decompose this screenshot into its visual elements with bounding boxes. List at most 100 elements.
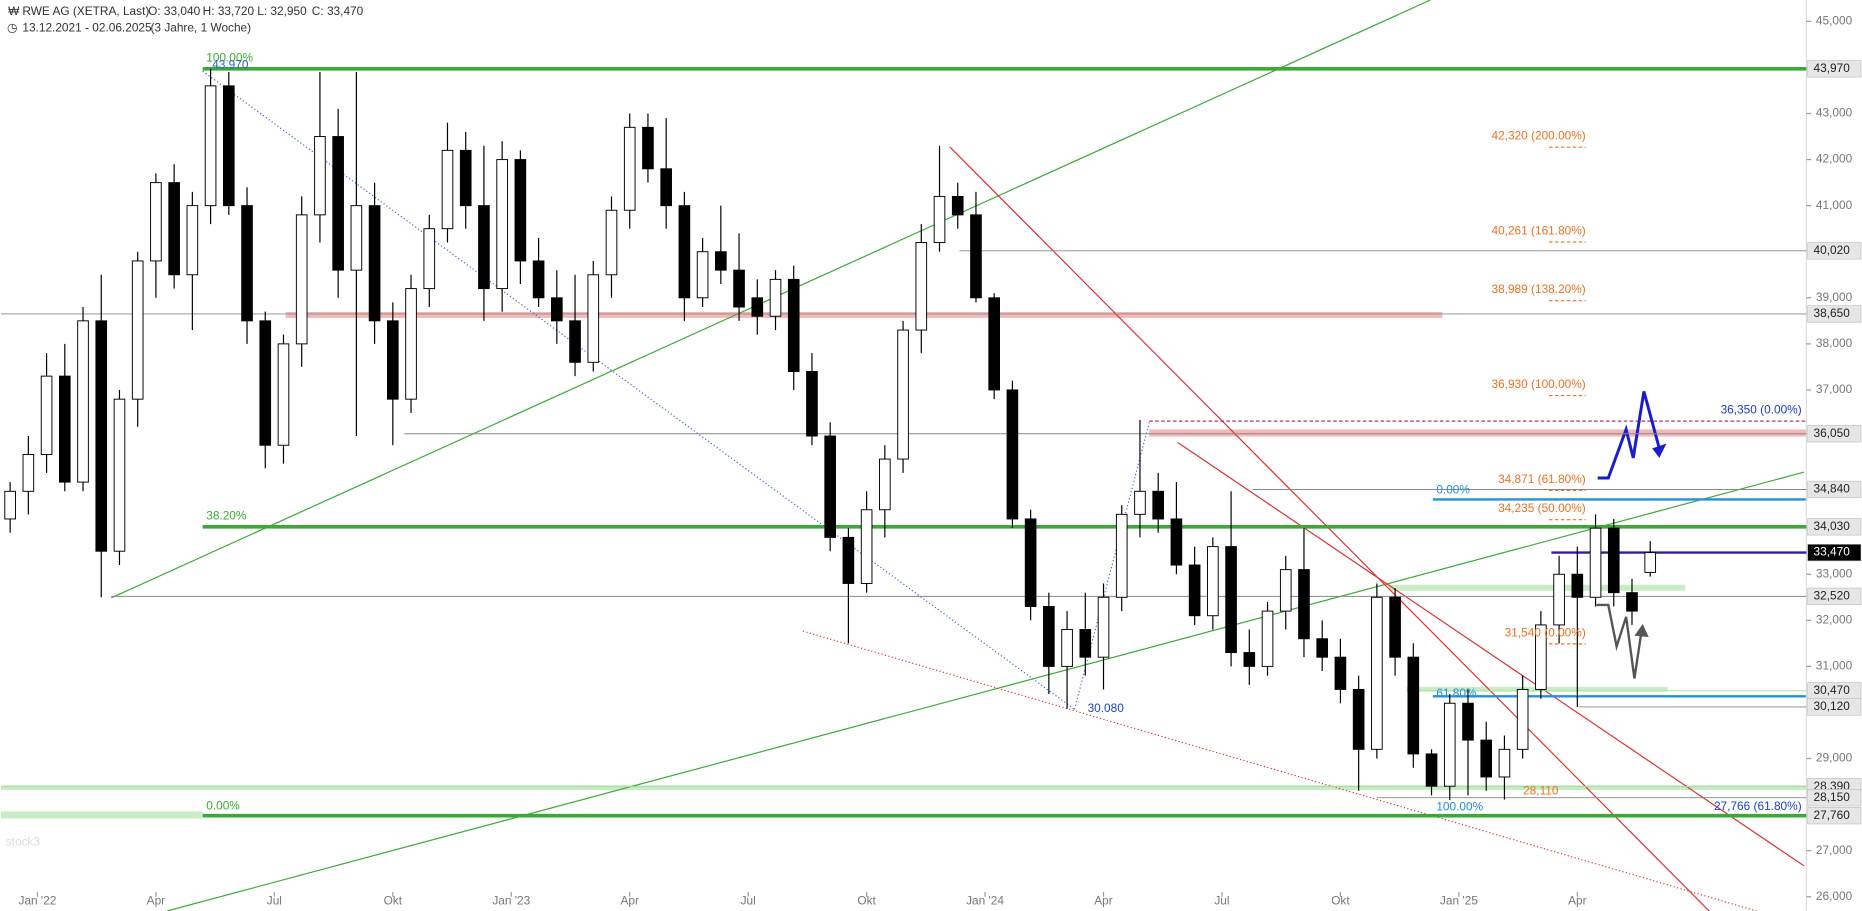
quote-value: L: 32,950	[257, 4, 307, 18]
candle-body	[1553, 573, 1565, 626]
annotation: 36,350 (0.00%)	[1721, 403, 1802, 417]
candle-body	[77, 320, 89, 483]
annotation: 61.80%	[1436, 686, 1477, 700]
x-tick-label: Okt	[857, 894, 876, 908]
candle-body	[860, 509, 873, 584]
candle-body	[1626, 592, 1638, 612]
price-label: 34,030	[1814, 519, 1851, 533]
annotation: 34,235 (50.00%)	[1498, 501, 1586, 515]
annotation: 36,930 (100.00%)	[1491, 377, 1585, 391]
annotation: 0.00%	[1436, 482, 1470, 496]
candle-body	[314, 136, 326, 216]
candle-body	[660, 168, 672, 207]
candle-body	[1006, 389, 1019, 520]
candle-body	[1607, 527, 1620, 594]
candle-body	[1188, 564, 1201, 617]
arrow-head	[1652, 443, 1667, 458]
x-tick-label: Apr	[147, 894, 166, 908]
y-tick-label: 41,000	[1816, 198, 1853, 212]
price-label: 38,650	[1814, 306, 1851, 320]
candle-body	[587, 274, 600, 363]
forecast-arrow	[1597, 391, 1661, 480]
candle-body	[1425, 753, 1438, 787]
candle-body	[1298, 569, 1310, 640]
chart-title: RWE AG (XETRA, Last)	[22, 4, 149, 18]
candle-body	[368, 205, 381, 322]
annotation: 31,540 (0.00%)	[1505, 625, 1586, 639]
y-tick-label: 29,000	[1816, 751, 1853, 765]
candle-body	[168, 182, 180, 276]
candle-body	[915, 242, 928, 331]
x-tick-label: Jul	[267, 894, 282, 908]
price-label: 40,020	[1814, 243, 1851, 257]
annotation: 27,766 (61.80%)	[1714, 799, 1802, 813]
price-label-box	[1807, 543, 1862, 562]
candle-body	[423, 228, 436, 290]
candle-body	[1589, 527, 1602, 598]
candle-body	[623, 126, 636, 211]
candle-body	[1389, 596, 1401, 658]
arrow-head	[1634, 623, 1649, 637]
support-band	[1, 785, 1807, 791]
annotation: 0.00%	[206, 798, 240, 812]
candle-body	[1443, 702, 1456, 787]
candle-body	[1371, 596, 1383, 750]
candle-body	[1207, 546, 1219, 617]
price-label-box	[1807, 698, 1862, 716]
price-label: 33,470	[1814, 545, 1851, 559]
quote-value: O: 33,040	[148, 4, 200, 18]
candle-body	[696, 251, 709, 299]
candle-body	[1243, 652, 1256, 667]
candle-body	[806, 371, 818, 437]
price-label-box	[1807, 518, 1862, 536]
y-tick-label: 32,000	[1816, 612, 1853, 626]
price-label: 28,150	[1814, 790, 1851, 804]
candle-body	[478, 205, 490, 290]
candle-body	[642, 126, 654, 170]
candle-body	[441, 149, 454, 230]
candle-body	[751, 297, 764, 317]
candle-body	[241, 205, 253, 322]
candle-body	[988, 297, 1000, 391]
candle-body	[350, 205, 363, 271]
price-label: 27,760	[1814, 808, 1851, 822]
price-label-box	[1807, 587, 1862, 605]
candle-body	[897, 329, 909, 460]
candle-body	[58, 375, 71, 483]
price-label-box	[1807, 807, 1862, 825]
icon: ₩	[8, 4, 20, 18]
trendline	[949, 146, 1710, 911]
y-tick-label: 33,000	[1816, 566, 1853, 580]
price-label: 34,840	[1814, 482, 1851, 496]
candle-body	[1079, 629, 1092, 658]
candle-body	[113, 398, 126, 552]
annotation: 30.080	[1088, 701, 1125, 715]
x-tick-label: Jan '24	[966, 894, 1004, 908]
price-label-box	[1807, 305, 1862, 323]
candle-body	[842, 536, 855, 584]
candle-body	[1225, 546, 1237, 654]
watermark: stock3	[6, 834, 41, 848]
period: (3 Jahre, 1 Woche)	[150, 21, 251, 35]
annotation: 43.970	[212, 57, 249, 71]
candle-body	[1043, 606, 1055, 667]
x-tick-label: Apr	[1094, 894, 1113, 908]
annotation: 38,989 (138.20%)	[1491, 282, 1585, 296]
y-tick-label: 38,000	[1816, 336, 1853, 350]
candle-body	[824, 435, 836, 538]
support-band	[1388, 584, 1686, 591]
y-tick-label: 43,000	[1816, 106, 1853, 120]
candle-body	[1462, 702, 1474, 741]
y-tick-label: 27,000	[1816, 843, 1853, 857]
candle-body	[1279, 569, 1292, 612]
candle-body	[514, 159, 527, 262]
price-label-box	[1807, 480, 1862, 499]
candle-body	[879, 458, 891, 511]
candle-body	[733, 269, 745, 308]
candle-body	[569, 320, 581, 363]
candle-body	[150, 182, 162, 262]
candle-body	[186, 205, 199, 276]
price-label: 30,120	[1814, 699, 1851, 713]
y-tick-label: 26,000	[1816, 889, 1853, 903]
